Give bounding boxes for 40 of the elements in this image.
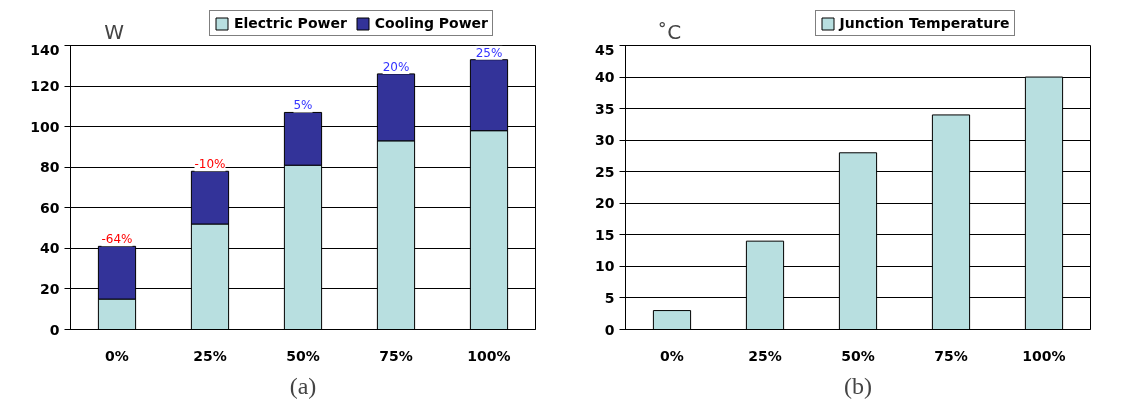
y-tick-label: 35 [595, 100, 615, 117]
y-tick-label: 40 [40, 240, 60, 257]
x-tick-label: 75% [934, 347, 968, 364]
x-tick-label: 0% [105, 347, 129, 364]
x-tick-label: 50% [841, 347, 875, 364]
y-tick-label: 20 [595, 195, 615, 212]
y-tick-label: 20 [40, 280, 60, 297]
x-tick-label: 100% [467, 347, 511, 364]
y-tick-label: 0 [604, 321, 615, 338]
legend-label: Electric Power [233, 15, 347, 31]
y-tick-label: 10 [595, 258, 615, 275]
y-tick-label: 15 [595, 226, 615, 243]
x-tick-label: 75% [379, 347, 413, 364]
x-axis-title: (b) [844, 372, 872, 399]
annotation: 20% [382, 59, 410, 74]
x-tick-label: 50% [286, 347, 320, 364]
x-axis-title: (a) [289, 372, 317, 399]
y-tick-label: 80 [40, 159, 60, 176]
y-tick-label: 100 [30, 118, 60, 135]
annotation: 5% [293, 98, 313, 113]
y-axis-title: ˚C [657, 19, 682, 44]
x-tick-label: 25% [748, 347, 782, 364]
y-tick-label: 140 [30, 41, 60, 58]
y-tick-label: 60 [40, 199, 60, 216]
annotation: -10% [194, 157, 226, 172]
y-tick-label: 25 [595, 163, 615, 180]
y-axis-title: W [104, 19, 125, 44]
y-tick-label: 5 [604, 289, 615, 306]
annotation: -64% [101, 232, 133, 247]
x-tick-label: 0% [660, 347, 684, 364]
y-tick-label: 0 [49, 321, 60, 338]
legend-label: Junction Temperature [839, 15, 1010, 31]
x-tick-label: 25% [193, 347, 227, 364]
y-tick-label: 30 [595, 132, 615, 149]
y-tick-label: 40 [595, 69, 615, 86]
y-tick-label: 120 [30, 78, 60, 95]
x-tick-label: 100% [1022, 347, 1066, 364]
annotation: 25% [475, 45, 503, 60]
y-tick-label: 45 [595, 41, 615, 58]
legend-label: Cooling Power [374, 15, 489, 31]
